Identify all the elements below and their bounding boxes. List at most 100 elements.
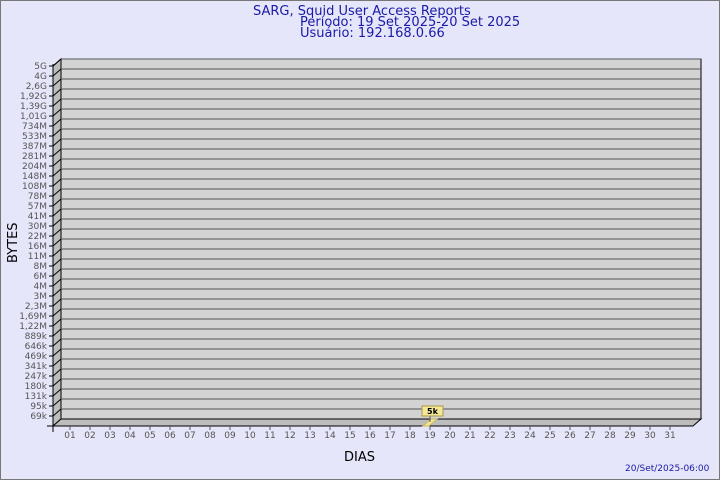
y-tick-diagonal xyxy=(52,148,62,157)
x-tick-label: 09 xyxy=(224,431,236,441)
y-tick-label: 247k xyxy=(25,372,48,382)
y-tick-diagonal xyxy=(52,338,62,347)
chart-title: SARG, Squid User Access Reports xyxy=(253,4,471,19)
data-label: 5k xyxy=(427,407,439,416)
y-tick-label: 57M xyxy=(28,202,47,212)
x-tick-label: 12 xyxy=(284,431,295,441)
y-tick-diagonal xyxy=(52,408,62,417)
y-tick-diagonal xyxy=(52,368,62,377)
y-tick-label: 3M xyxy=(34,292,48,302)
y-tick-label: 11M xyxy=(28,252,47,262)
x-tick-label: 20 xyxy=(444,431,456,441)
x-tick-label: 10 xyxy=(244,431,256,441)
y-tick-diagonal xyxy=(52,388,62,397)
y-tick-label: 1,69M xyxy=(19,312,47,322)
y-tick-diagonal xyxy=(52,268,62,277)
y-tick-label: 8M xyxy=(34,262,48,272)
y-tick-diagonal xyxy=(52,108,62,117)
x-tick-label: 17 xyxy=(384,431,395,441)
y-tick-diagonal xyxy=(52,358,62,367)
y-tick-label: 387M xyxy=(22,142,47,152)
y-tick-label: 41M xyxy=(28,212,47,222)
y-tick-diagonal xyxy=(52,68,62,77)
y-tick-label: 180k xyxy=(25,382,48,392)
y-tick-diagonal xyxy=(52,258,62,267)
x-tick-label: 13 xyxy=(304,431,315,441)
x-tick-label: 30 xyxy=(644,431,656,441)
x-tick-label: 26 xyxy=(564,431,576,441)
user-label: Usuário: 192.168.0.66 xyxy=(300,26,445,41)
x-tick-label: 14 xyxy=(324,431,336,441)
x-tick-label: 03 xyxy=(104,431,115,441)
x-tick-label: 19 xyxy=(424,431,436,441)
y-tick-label: 131k xyxy=(25,392,48,402)
y-tick-label: 1,39G xyxy=(20,102,47,112)
y-tick-label: 2,3M xyxy=(25,302,47,312)
y-tick-label: 1,22M xyxy=(19,322,47,332)
x-tick-label: 28 xyxy=(604,431,616,441)
y-tick-diagonal xyxy=(52,328,62,337)
y-tick-label: 2,6G xyxy=(26,82,47,92)
x-tick-label: 07 xyxy=(184,431,195,441)
data-label-box xyxy=(421,405,444,417)
period-label: Período: 19 Set 2025-20 Set 2025 xyxy=(300,15,521,30)
x-tick-label: 31 xyxy=(664,431,675,441)
y-tick-label: 646k xyxy=(25,342,48,352)
y-tick-diagonal xyxy=(52,378,62,387)
x-tick-label: 04 xyxy=(124,431,136,441)
y-tick-diagonal xyxy=(52,318,62,327)
x-tick-label: 18 xyxy=(404,431,416,441)
y-tick-label: 95k xyxy=(30,402,47,412)
x-tick-label: 05 xyxy=(144,431,155,441)
y-tick-diagonal xyxy=(52,348,62,357)
y-tick-diagonal xyxy=(52,158,62,167)
y-tick-label: 30M xyxy=(28,222,47,232)
x-tick-label: 01 xyxy=(64,431,75,441)
y-tick-label: 4M xyxy=(34,282,48,292)
x-tick-label: 02 xyxy=(84,431,95,441)
y-tick-diagonal xyxy=(52,188,62,197)
y-tick-diagonal xyxy=(52,278,62,287)
x-tick-label: 22 xyxy=(484,431,495,441)
y-tick-diagonal xyxy=(52,198,62,207)
y-tick-diagonal xyxy=(52,288,62,297)
x-tick-label: 25 xyxy=(544,431,555,441)
x-tick-label: 15 xyxy=(344,431,355,441)
y-tick-diagonal xyxy=(52,88,62,97)
y-tick-diagonal xyxy=(52,218,62,227)
y-tick-diagonal xyxy=(52,98,62,107)
y-tick-label: 341k xyxy=(25,362,48,372)
y-tick-label: 69k xyxy=(30,412,47,422)
y-tick-label: 148M xyxy=(22,172,47,182)
x-tick-label: 08 xyxy=(204,431,216,441)
y-tick-label: 16M xyxy=(28,242,47,252)
y-tick-label: 6M xyxy=(34,272,48,282)
x-tick-label: 06 xyxy=(164,431,176,441)
y-tick-label: 4G xyxy=(34,72,47,82)
y-tick-label: 1,92G xyxy=(20,92,47,102)
x-tick-label: 24 xyxy=(524,431,536,441)
y-tick-label: 5G xyxy=(34,62,47,72)
x-tick-label: 23 xyxy=(504,431,515,441)
y-tick-label: 204M xyxy=(22,162,47,172)
y-axis-label: BYTES xyxy=(6,222,21,263)
y-tick-label: 889k xyxy=(25,332,48,342)
y-tick-label: 1,01G xyxy=(20,112,47,122)
y-tick-diagonal xyxy=(52,398,62,407)
y-tick-diagonal xyxy=(52,228,62,237)
x-tick-label: 11 xyxy=(264,431,275,441)
y-tick-label: 533M xyxy=(22,132,47,142)
y-tick-label: 281M xyxy=(22,152,47,162)
y-tick-diagonal xyxy=(52,178,62,187)
y-tick-diagonal xyxy=(52,298,62,307)
y-tick-diagonal xyxy=(52,128,62,137)
y-tick-label: 78M xyxy=(28,192,47,202)
y-tick-diagonal xyxy=(52,208,62,217)
y-tick-label: 108M xyxy=(22,182,47,192)
y-tick-diagonal xyxy=(52,238,62,247)
y-tick-diagonal xyxy=(52,58,62,67)
plot-floor xyxy=(51,418,703,427)
y-tick-diagonal xyxy=(52,118,62,127)
